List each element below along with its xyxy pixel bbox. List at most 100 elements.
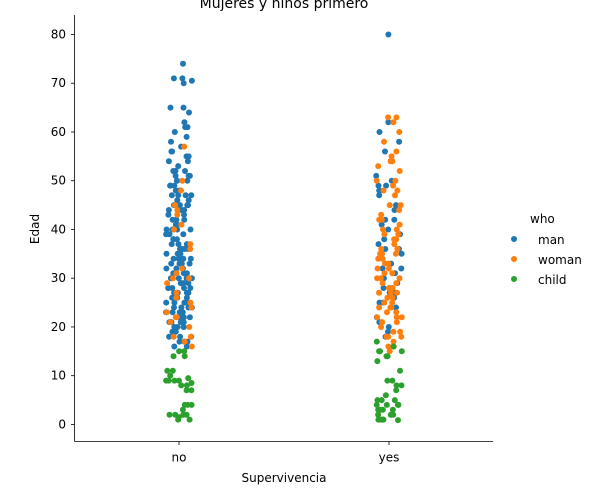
- point-man-no-111: [183, 294, 190, 301]
- point-woman-no-26: [181, 338, 188, 345]
- y-tick-label-30: 30: [51, 271, 66, 285]
- point-woman-no-16: [173, 294, 180, 301]
- point-man-no-11: [171, 129, 178, 135]
- point-man-no-138: [171, 324, 178, 330]
- point-woman-no-25: [187, 333, 194, 340]
- y-tick-label-60: 60: [51, 125, 66, 139]
- point-woman-yes-82: [394, 289, 400, 296]
- point-woman-no-27: [188, 343, 195, 350]
- point-woman-yes-87: [376, 304, 383, 311]
- legend-label-man: man: [538, 233, 565, 247]
- point-woman-yes-58: [391, 241, 398, 248]
- point-woman-yes-51: [396, 221, 403, 228]
- point-man-no-32: [167, 182, 174, 189]
- point-child-no-16: [183, 387, 190, 394]
- point-woman-yes-55: [395, 231, 402, 238]
- point-man-no-79: [170, 255, 177, 262]
- point-woman-no-14: [164, 280, 171, 287]
- point-woman-yes-43: [394, 187, 401, 194]
- point-child-no-28: [175, 416, 182, 423]
- point-woman-yes-44: [392, 192, 398, 199]
- point-man-no-50: [181, 211, 187, 218]
- point-man-no-4: [180, 80, 187, 87]
- point-man-yes-192: [393, 304, 399, 311]
- point-man-no-57: [187, 226, 194, 233]
- point-woman-yes-69: [385, 265, 392, 272]
- point-man-yes-166: [391, 216, 398, 223]
- point-man-yes-196: [385, 328, 391, 335]
- point-woman-yes-90: [393, 309, 400, 316]
- point-woman-yes-34: [388, 153, 395, 160]
- point-man-yes-191: [376, 299, 383, 306]
- point-woman-yes-38: [396, 168, 403, 174]
- point-man-no-7: [186, 109, 192, 116]
- point-woman-yes-93: [398, 314, 405, 321]
- point-woman-yes-76: [379, 280, 386, 287]
- point-man-no-126: [179, 309, 186, 316]
- point-man-yes-195: [385, 324, 392, 330]
- point-man-no-38: [182, 192, 189, 199]
- point-woman-no-8: [187, 241, 194, 248]
- point-man-yes-159: [383, 182, 390, 189]
- point-woman-yes-62: [392, 250, 399, 257]
- point-woman-yes-28: [393, 114, 400, 121]
- point-child-yes-36: [374, 358, 381, 365]
- point-man-no-124: [169, 309, 176, 316]
- point-woman-yes-94: [393, 314, 400, 321]
- point-woman-yes-86: [381, 299, 388, 306]
- point-man-no-27: [185, 172, 192, 179]
- point-woman-no-6: [178, 221, 185, 228]
- point-woman-yes-59: [378, 246, 385, 252]
- point-child-no-1: [181, 348, 188, 355]
- point-woman-yes-96: [379, 319, 386, 326]
- point-woman-yes-83: [384, 294, 391, 301]
- x-axis-ticks: no yes: [172, 441, 399, 465]
- point-woman-no-21: [172, 314, 179, 321]
- point-child-yes-33: [398, 348, 405, 355]
- point-man-yes-155: [396, 138, 403, 145]
- point-woman-yes-91: [384, 309, 390, 316]
- point-man-no-82: [168, 260, 175, 267]
- point-woman-yes-66: [379, 255, 386, 262]
- point-child-no-13: [183, 382, 190, 389]
- point-man-yes-165: [391, 207, 398, 213]
- point-man-no-84: [186, 260, 193, 267]
- y-tick-label-20: 20: [51, 320, 66, 334]
- point-woman-yes-50: [378, 216, 385, 223]
- legend-marker-child: [511, 276, 517, 282]
- point-child-no-3: [170, 353, 177, 360]
- point-woman-yes-48: [378, 211, 385, 218]
- point-child-no-12: [188, 380, 195, 386]
- point-man-no-56: [173, 221, 180, 228]
- y-axis-label: Edad: [28, 214, 42, 244]
- point-child-yes-54: [375, 406, 382, 413]
- point-woman-yes-54: [381, 231, 388, 238]
- y-tick-label-0: 0: [58, 417, 66, 431]
- point-child-yes-37: [397, 367, 403, 374]
- point-man-no-131: [186, 314, 193, 321]
- point-child-no-22: [166, 411, 173, 418]
- point-child-yes-65: [395, 417, 401, 424]
- point-man-yes-160: [375, 182, 382, 189]
- point-man-no-10: [182, 124, 189, 131]
- point-woman-yes-47: [396, 207, 403, 213]
- point-man-no-73: [181, 246, 188, 252]
- point-woman-no-13: [170, 275, 176, 282]
- point-man-no-21: [175, 163, 182, 170]
- point-woman-yes-85: [389, 299, 396, 306]
- legend-marker-woman: [511, 256, 517, 262]
- point-woman-no-3: [172, 202, 178, 209]
- point-man-no-66: [173, 236, 180, 243]
- point-man-no-6: [167, 104, 174, 111]
- point-woman-yes-77: [393, 280, 400, 287]
- point-man-no-150: [183, 343, 190, 350]
- point-man-yes-171: [381, 236, 388, 243]
- point-child-no-5: [164, 367, 171, 374]
- point-woman-yes-33: [393, 148, 400, 155]
- point-man-no-78: [180, 255, 187, 262]
- point-man-no-151: [171, 343, 178, 350]
- point-man-no-40: [174, 197, 181, 204]
- point-woman-yes-97: [378, 324, 385, 330]
- point-woman-yes-52: [393, 226, 400, 233]
